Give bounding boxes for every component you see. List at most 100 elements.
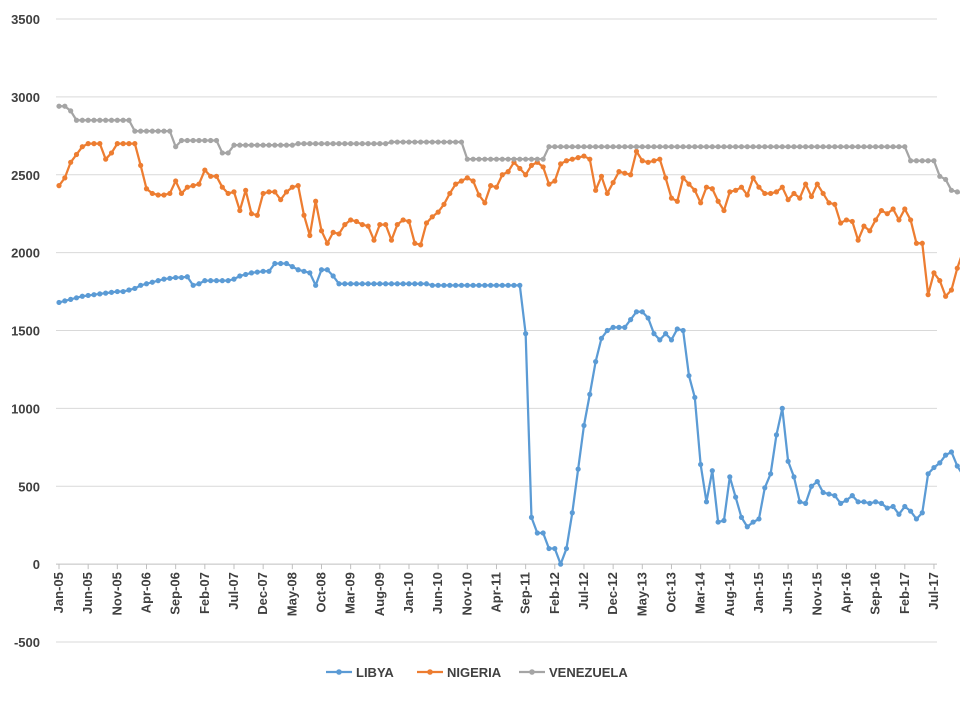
y-tick-label: -500 bbox=[14, 635, 40, 650]
x-tick-label: Aug-09 bbox=[372, 572, 387, 616]
data-point-libya bbox=[569, 510, 575, 516]
data-point-libya bbox=[278, 260, 284, 267]
data-point-libya bbox=[943, 452, 949, 458]
data-point-venezuela bbox=[686, 144, 692, 150]
y-tick-label: 500 bbox=[18, 479, 40, 494]
data-point-libya bbox=[295, 267, 301, 273]
data-point-venezuela bbox=[908, 158, 914, 164]
data-point-nigeria bbox=[377, 221, 383, 228]
series-layer bbox=[56, 103, 960, 567]
y-tick-label: 2500 bbox=[11, 168, 40, 183]
data-point-nigeria bbox=[412, 240, 418, 246]
data-point-nigeria bbox=[73, 151, 80, 158]
data-point-nigeria bbox=[260, 190, 266, 197]
data-point-libya bbox=[248, 270, 255, 276]
data-point-nigeria bbox=[406, 218, 412, 225]
data-point-venezuela bbox=[143, 128, 150, 134]
data-point-nigeria bbox=[943, 293, 949, 299]
data-point-venezuela bbox=[283, 142, 290, 148]
data-point-libya bbox=[482, 282, 488, 288]
data-point-libya bbox=[727, 474, 733, 480]
data-point-venezuela bbox=[278, 142, 284, 148]
data-point-nigeria bbox=[126, 141, 132, 147]
y-tick-label: 1000 bbox=[11, 401, 40, 416]
data-point-libya bbox=[149, 279, 155, 285]
data-point-nigeria bbox=[727, 189, 733, 195]
data-point-libya bbox=[353, 281, 360, 287]
data-point-venezuela bbox=[108, 117, 115, 123]
data-point-nigeria bbox=[56, 183, 62, 189]
data-point-venezuela bbox=[307, 141, 313, 147]
data-point-venezuela bbox=[628, 144, 634, 150]
data-point-nigeria bbox=[342, 221, 348, 228]
data-point-libya bbox=[184, 274, 190, 280]
data-point-nigeria bbox=[161, 192, 167, 198]
data-point-venezuela bbox=[342, 141, 348, 147]
data-point-libya bbox=[307, 270, 313, 276]
data-point-venezuela bbox=[272, 142, 278, 148]
data-point-nigeria bbox=[453, 181, 459, 187]
data-point-libya bbox=[779, 405, 785, 411]
data-point-nigeria bbox=[418, 242, 424, 248]
data-point-libya bbox=[744, 524, 750, 530]
x-tick-label: Apr-11 bbox=[488, 572, 503, 612]
data-point-libya bbox=[359, 281, 365, 287]
data-point-libya bbox=[173, 274, 179, 281]
data-point-libya bbox=[768, 471, 774, 477]
data-point-nigeria bbox=[645, 159, 651, 165]
data-point-libya bbox=[902, 503, 908, 510]
data-point-nigeria bbox=[441, 201, 447, 207]
data-point-nigeria bbox=[278, 197, 284, 203]
data-point-nigeria bbox=[499, 172, 505, 178]
data-point-libya bbox=[622, 324, 628, 330]
data-point-venezuela bbox=[838, 144, 844, 150]
data-point-libya bbox=[715, 519, 721, 525]
data-point-venezuela bbox=[803, 144, 809, 150]
data-point-venezuela bbox=[709, 144, 715, 150]
data-point-venezuela bbox=[738, 144, 745, 150]
data-point-libya bbox=[733, 494, 739, 500]
data-point-venezuela bbox=[733, 144, 739, 150]
data-point-libya bbox=[91, 292, 97, 298]
data-point-nigeria bbox=[488, 183, 494, 189]
data-point-nigeria bbox=[651, 158, 657, 164]
data-point-venezuela bbox=[756, 144, 762, 150]
data-point-venezuela bbox=[213, 137, 220, 144]
data-point-libya bbox=[62, 298, 68, 304]
data-point-venezuela bbox=[563, 144, 570, 150]
data-point-venezuela bbox=[622, 144, 628, 150]
y-axis-tick-labels: -500 0 500 1000 1500 2000 2500 3000 3500 bbox=[11, 12, 40, 650]
data-point-libya bbox=[663, 331, 669, 337]
x-tick-label: Jan-10 bbox=[401, 572, 416, 613]
data-point-libya bbox=[447, 282, 453, 288]
data-point-nigeria bbox=[348, 217, 354, 223]
data-point-libya bbox=[208, 278, 214, 284]
data-point-nigeria bbox=[569, 156, 575, 162]
data-point-nigeria bbox=[114, 141, 120, 147]
data-point-venezuela bbox=[954, 189, 960, 195]
data-point-nigeria bbox=[674, 198, 680, 204]
data-point-venezuela bbox=[569, 144, 575, 150]
gridlines bbox=[56, 18, 937, 643]
data-point-nigeria bbox=[733, 187, 739, 193]
legend-item-nigeria: NIGERIA bbox=[417, 665, 502, 680]
data-point-nigeria bbox=[523, 172, 529, 178]
data-point-venezuela bbox=[703, 144, 710, 150]
data-point-nigeria bbox=[803, 181, 809, 187]
data-point-venezuela bbox=[768, 144, 774, 150]
data-point-libya bbox=[528, 514, 535, 521]
data-point-nigeria bbox=[785, 197, 791, 203]
data-point-libya bbox=[593, 359, 599, 365]
data-point-libya bbox=[645, 315, 651, 321]
data-point-libya bbox=[412, 281, 418, 287]
data-point-venezuela bbox=[843, 144, 850, 150]
data-point-libya bbox=[202, 278, 208, 284]
data-point-libya bbox=[103, 290, 109, 296]
data-point-venezuela bbox=[202, 137, 208, 144]
data-point-nigeria bbox=[908, 217, 914, 223]
data-point-nigeria bbox=[272, 189, 278, 195]
data-point-nigeria bbox=[890, 206, 896, 212]
data-point-libya bbox=[884, 505, 890, 511]
data-point-venezuela bbox=[797, 144, 803, 150]
data-point-venezuela bbox=[657, 144, 663, 150]
